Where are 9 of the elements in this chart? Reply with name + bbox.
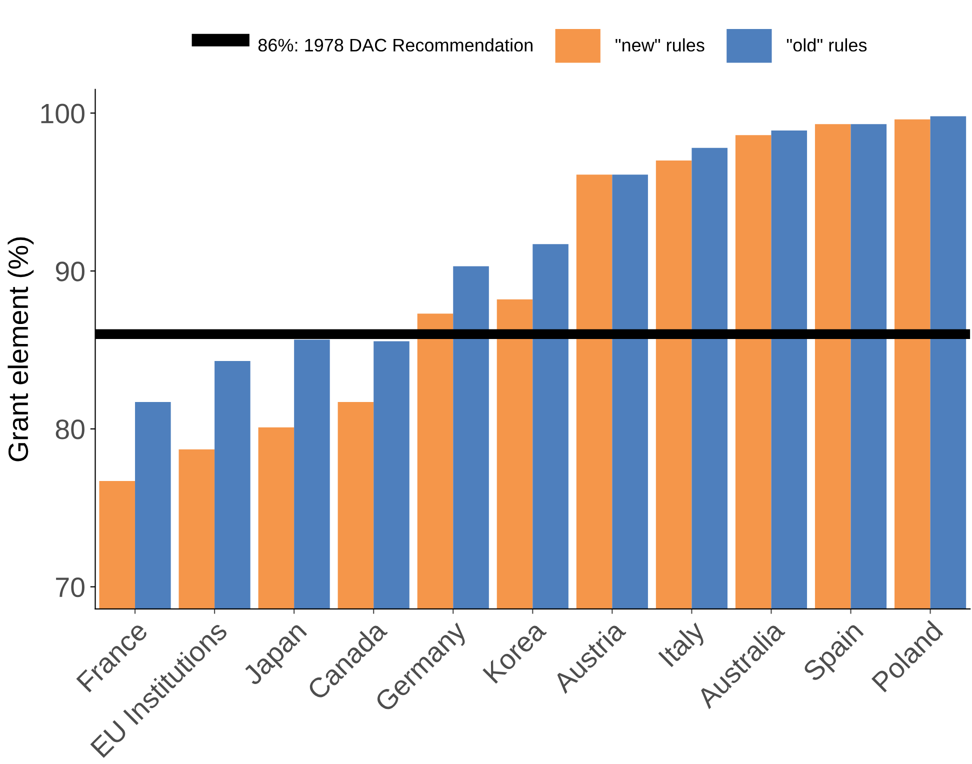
y-axis-title: Grant element (%) — [8, 237, 34, 462]
y-tick-label: 80 — [56, 420, 84, 440]
legend-label: "new" rules — [616, 38, 704, 52]
legend-label: 86%: 1978 DAC Recommendation — [258, 38, 532, 52]
y-tick-label: 90 — [56, 262, 84, 282]
legend-label: "old" rules — [786, 38, 867, 52]
y-tick-label: 70 — [56, 577, 84, 598]
y-tick-label: 100 — [41, 104, 84, 124]
x-tick-label: Italy — [658, 618, 710, 672]
